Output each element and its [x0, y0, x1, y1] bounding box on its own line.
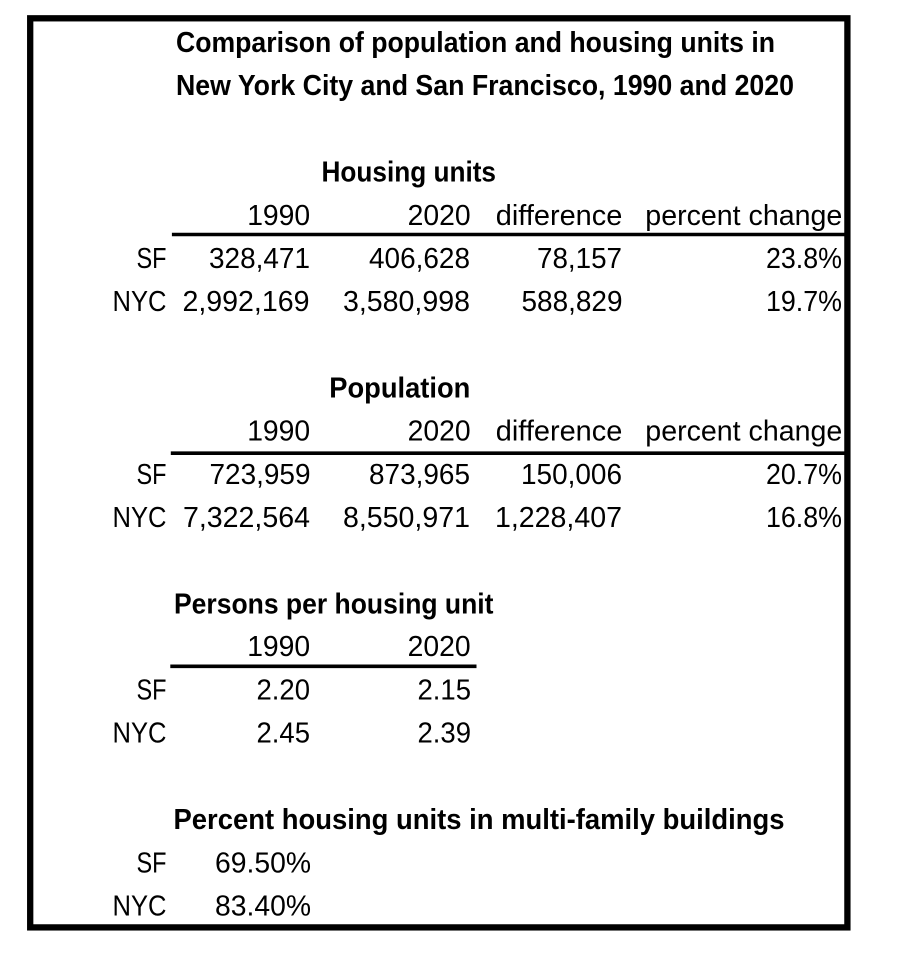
svg-text:Percent housing units in multi: Percent housing units in multi-family bu…	[174, 804, 785, 836]
svg-text:Population: Population	[329, 373, 470, 405]
svg-text:2020: 2020	[408, 200, 471, 232]
svg-text:NYC: NYC	[113, 502, 167, 534]
svg-text:SF: SF	[137, 674, 167, 706]
svg-text:8,550,971: 8,550,971	[343, 502, 470, 534]
svg-text:723,959: 723,959	[210, 459, 311, 491]
svg-text:2,992,169: 2,992,169	[183, 286, 310, 318]
svg-text:83.40%: 83.40%	[215, 891, 311, 923]
svg-text:2020: 2020	[408, 631, 471, 663]
svg-text:78,157: 78,157	[537, 243, 622, 275]
svg-text:69.50%: 69.50%	[215, 847, 311, 879]
svg-text:percent change: percent change	[645, 416, 842, 448]
svg-text:2.20: 2.20	[257, 674, 311, 706]
svg-text:16.8%: 16.8%	[766, 502, 842, 534]
svg-text:NYC: NYC	[113, 891, 167, 923]
svg-text:difference: difference	[496, 416, 623, 448]
svg-text:20.7%: 20.7%	[766, 459, 842, 491]
svg-text:150,006: 150,006	[521, 459, 622, 491]
svg-text:Comparison of population and h: Comparison of population and housing uni…	[176, 27, 775, 59]
svg-text:difference: difference	[496, 200, 623, 232]
svg-text:percent change: percent change	[645, 200, 842, 232]
svg-text:SF: SF	[137, 243, 167, 275]
svg-text:873,965: 873,965	[369, 459, 470, 491]
svg-text:New York City and San Francisc: New York City and San Francisco, 1990 an…	[176, 70, 794, 102]
svg-text:3,580,998: 3,580,998	[343, 286, 470, 318]
svg-text:19.7%: 19.7%	[766, 286, 842, 318]
svg-text:2.39: 2.39	[418, 718, 472, 750]
svg-text:SF: SF	[137, 459, 167, 491]
svg-text:SF: SF	[137, 847, 167, 879]
svg-text:2.45: 2.45	[257, 718, 311, 750]
svg-text:1,228,407: 1,228,407	[495, 502, 622, 534]
svg-text:Housing units: Housing units	[322, 156, 497, 188]
svg-text:2020: 2020	[408, 416, 471, 448]
svg-text:328,471: 328,471	[209, 243, 310, 275]
svg-text:1990: 1990	[247, 416, 310, 448]
svg-text:1990: 1990	[247, 200, 310, 232]
svg-text:588,829: 588,829	[522, 286, 623, 318]
svg-text:7,322,564: 7,322,564	[183, 502, 310, 534]
svg-text:23.8%: 23.8%	[766, 243, 842, 275]
svg-text:1990: 1990	[247, 631, 310, 663]
svg-text:406,628: 406,628	[369, 243, 470, 275]
svg-text:NYC: NYC	[113, 718, 167, 750]
svg-text:NYC: NYC	[113, 286, 167, 318]
svg-text:Persons per housing unit: Persons per housing unit	[174, 588, 494, 620]
svg-text:2.15: 2.15	[418, 674, 472, 706]
